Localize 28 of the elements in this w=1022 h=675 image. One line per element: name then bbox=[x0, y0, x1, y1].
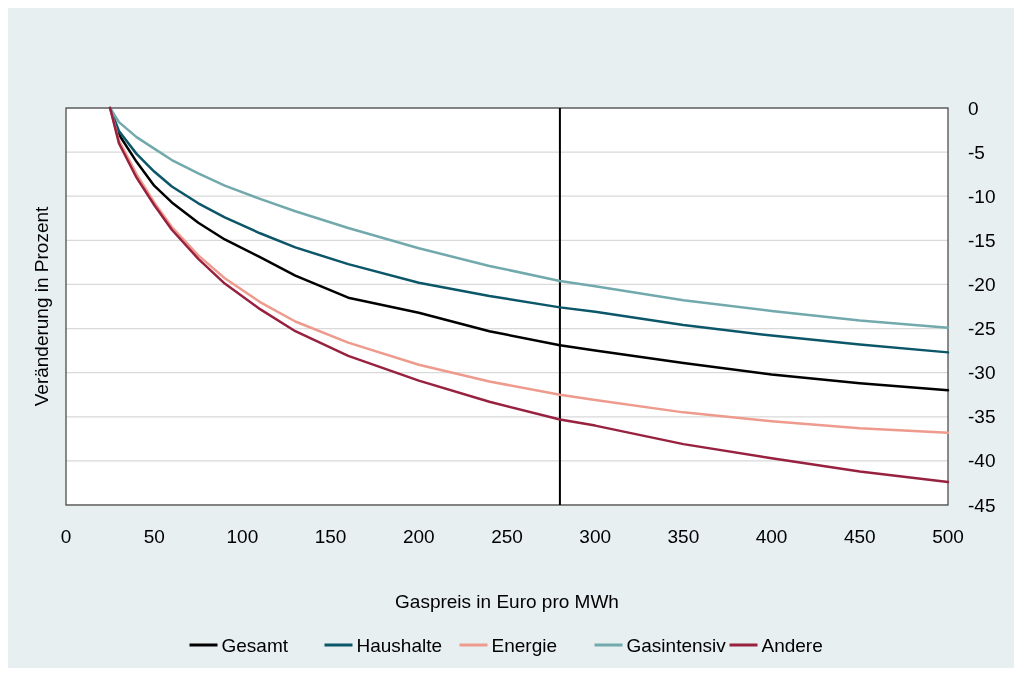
x-tick-label: 100 bbox=[226, 526, 259, 547]
x-tick-label: 50 bbox=[143, 526, 165, 547]
y-tick-label: -45 bbox=[968, 494, 996, 516]
y-tick-label: -15 bbox=[968, 229, 996, 251]
x-tick-label: 0 bbox=[60, 526, 72, 547]
x-tick-label: 400 bbox=[755, 526, 788, 547]
x-tick-label: 150 bbox=[314, 526, 347, 547]
legend-label: Haushalte bbox=[356, 634, 443, 656]
x-tick-label: 500 bbox=[932, 526, 964, 547]
x-tick-label: 200 bbox=[402, 526, 435, 547]
y-tick-label: -30 bbox=[968, 362, 996, 384]
legend-label: Andere bbox=[761, 634, 823, 656]
x-tick-label: 450 bbox=[843, 526, 876, 547]
x-axis-title: Gaspreis in Euro pro MWh bbox=[395, 591, 619, 612]
legend-label: Gasintensiv bbox=[626, 634, 727, 656]
y-tick-label: -10 bbox=[968, 185, 996, 207]
legend-label: Gesamt bbox=[221, 634, 289, 656]
y-tick-label: -40 bbox=[968, 450, 996, 472]
x-tick-label: 350 bbox=[667, 526, 700, 547]
legend-label: Energie bbox=[491, 634, 557, 656]
y-tick-label: -20 bbox=[968, 273, 996, 295]
x-tick-label: 250 bbox=[491, 526, 523, 547]
y-tick-label: 0 bbox=[968, 97, 979, 119]
y-axis-title: Veränderung in Prozent bbox=[31, 205, 52, 407]
x-tick-label: 300 bbox=[579, 526, 612, 547]
y-tick-label: -5 bbox=[968, 141, 985, 163]
y-tick-label: -35 bbox=[968, 406, 996, 428]
y-tick-label: -25 bbox=[968, 318, 996, 340]
